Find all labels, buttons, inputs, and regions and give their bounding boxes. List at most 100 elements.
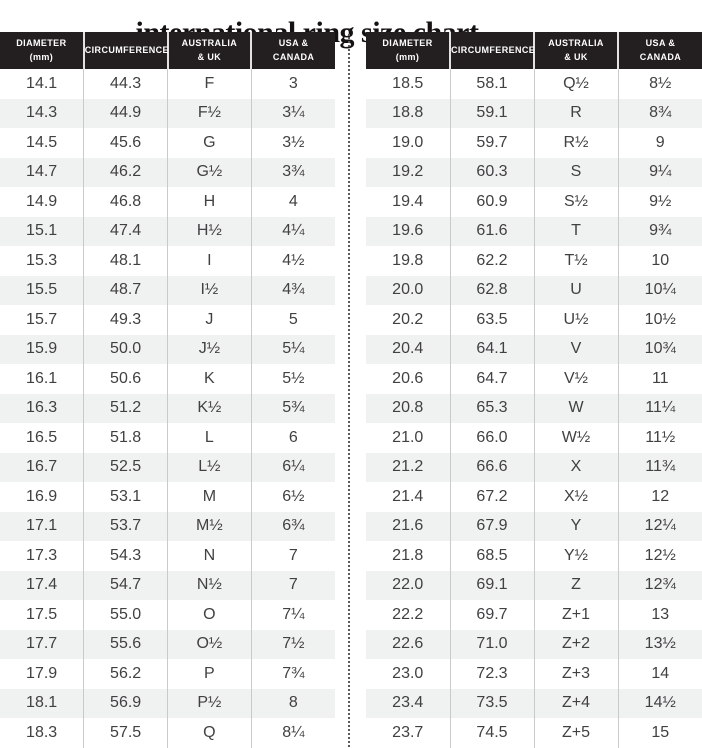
table-row: 16.7 52.5 L½ 6¼ xyxy=(0,452,335,482)
table-cell: M xyxy=(167,482,252,512)
table-cell: 10 xyxy=(617,246,702,276)
table-cell: 14.3 xyxy=(26,104,58,122)
table-row: 17.1 53.7 M½ 6¾ xyxy=(0,511,335,541)
table-cell: 8¼ xyxy=(250,718,335,748)
table-cell: 4¼ xyxy=(250,216,335,246)
table-cell: 15.7 xyxy=(26,310,58,328)
table-cell: 21.8 xyxy=(392,546,424,564)
table-cell: 67.9 xyxy=(449,511,534,541)
table-row: 22.0 69.1 Z 12¾ xyxy=(366,570,702,600)
table-row: 21.2 66.6 X 11¾ xyxy=(366,452,702,482)
table-cell: 55.0 xyxy=(83,600,168,630)
table-row: 17.7 55.6 O½ 7½ xyxy=(0,629,335,659)
header-row: DIAMETER (mm) CIRCUMFERENCE AUSTRALIA & … xyxy=(366,32,702,69)
table-cell: 21.4 xyxy=(392,487,424,505)
table-cell: K xyxy=(167,364,252,394)
table-cell: R xyxy=(533,98,618,128)
table-cell: 47.4 xyxy=(83,216,168,246)
table-cell: 50.0 xyxy=(83,334,168,364)
table-cell: V½ xyxy=(533,364,618,394)
table-cell: 72.3 xyxy=(449,659,534,689)
table-cell: 20.6 xyxy=(392,369,424,387)
table-cell: 20.2 xyxy=(392,310,424,328)
table-cell: 19.6 xyxy=(392,222,424,240)
table-cell: 58.1 xyxy=(449,69,534,99)
table-cell: N xyxy=(167,541,252,571)
table-cell: 59.1 xyxy=(449,98,534,128)
table-cell: 60.9 xyxy=(449,187,534,217)
table-cell: 7¾ xyxy=(250,659,335,689)
table-cell: 64.7 xyxy=(449,364,534,394)
table-cell: F½ xyxy=(167,98,252,128)
table-cell: 8¾ xyxy=(617,98,702,128)
table-cell: 4 xyxy=(250,187,335,217)
header-row: DIAMETER (mm) CIRCUMFERENCE AUSTRALIA & … xyxy=(0,32,335,69)
table-cell: 12¾ xyxy=(617,570,702,600)
table-cell: 22.0 xyxy=(392,576,424,594)
table-row: 15.5 48.7 I½ 4¾ xyxy=(0,275,335,305)
table-cell: 21.2 xyxy=(392,458,424,476)
table-cell: 15.5 xyxy=(26,281,58,299)
table-row: 16.1 50.6 K 5½ xyxy=(0,364,335,394)
table-row: 20.2 63.5 U½ 10½ xyxy=(366,305,702,335)
table-cell: 7½ xyxy=(250,629,335,659)
table-cell: 14.9 xyxy=(26,192,58,210)
table-cell: 54.3 xyxy=(83,541,168,571)
table-cell: 23.0 xyxy=(392,664,424,682)
table-cell: 16.1 xyxy=(26,369,58,387)
table-cell: 9¾ xyxy=(617,216,702,246)
table-body-right: 18.5 58.1 Q½ 8½ 18.8 59.1 R 8¾ 19.0 59.7 R½ 9 19.2 60… xyxy=(366,69,702,748)
table-row: 22.2 69.7 Z+1 13 xyxy=(366,600,702,630)
table-row: 21.8 68.5 Y½ 12½ xyxy=(366,541,702,571)
table-cell: 60.3 xyxy=(449,157,534,187)
table-cell: 18.1 xyxy=(26,694,58,712)
table-cell: P xyxy=(167,659,252,689)
table-cell: 6¼ xyxy=(250,452,335,482)
table-cell: I xyxy=(167,246,252,276)
table-row: 18.5 58.1 Q½ 8½ xyxy=(366,69,702,99)
table-cell: 68.5 xyxy=(449,541,534,571)
table-cell: 16.5 xyxy=(26,428,58,446)
column-header-diameter: DIAMETER (mm) xyxy=(366,32,450,69)
table-cell: 14½ xyxy=(617,688,702,718)
table-cell: 7¼ xyxy=(250,600,335,630)
table-cell: 48.7 xyxy=(83,275,168,305)
table-cell: 10¼ xyxy=(617,275,702,305)
table-cell: 19.8 xyxy=(392,251,424,269)
table-cell: 15.9 xyxy=(26,340,58,358)
table-cell: U½ xyxy=(533,305,618,335)
table-cell: S½ xyxy=(533,187,618,217)
table-cell: 20.0 xyxy=(392,281,424,299)
table-cell: P½ xyxy=(167,688,252,718)
table-cell: Z+2 xyxy=(533,629,618,659)
table-cell: Y xyxy=(533,511,618,541)
table-cell: 51.8 xyxy=(83,423,168,453)
table-row: 17.5 55.0 O 7¼ xyxy=(0,600,335,630)
table-cell: 46.2 xyxy=(83,157,168,187)
table-cell: 17.7 xyxy=(26,635,58,653)
table-cell: K½ xyxy=(167,393,252,423)
table-cell: H½ xyxy=(167,216,252,246)
table-cell: 8½ xyxy=(617,69,702,99)
table-cell: Y½ xyxy=(533,541,618,571)
table-cell: 10¾ xyxy=(617,334,702,364)
column-header-usa-canada: USA & CANADA xyxy=(250,32,335,69)
table-cell: 6 xyxy=(250,423,335,453)
table-cell: 21.6 xyxy=(392,517,424,535)
table-cell: 10½ xyxy=(617,305,702,335)
column-header-australia-uk: AUSTRALIA & UK xyxy=(166,32,252,69)
table-cell: 64.1 xyxy=(449,334,534,364)
table-cell: 17.1 xyxy=(26,517,58,535)
table-row: 20.8 65.3 W 11¼ xyxy=(366,393,702,423)
table-cell: W½ xyxy=(533,423,618,453)
table-row: 20.0 62.8 U 10¼ xyxy=(366,275,702,305)
table-cell: 22.2 xyxy=(392,605,424,623)
table-row: 15.7 49.3 J 5 xyxy=(0,305,335,335)
table-cell: 17.9 xyxy=(26,664,58,682)
table-row: 16.3 51.2 K½ 5¾ xyxy=(0,393,335,423)
table-cell: O xyxy=(167,600,252,630)
table-cell: 23.4 xyxy=(392,694,424,712)
table-cell: Q xyxy=(167,718,252,748)
table-cell: S xyxy=(533,157,618,187)
table-cell: 50.6 xyxy=(83,364,168,394)
